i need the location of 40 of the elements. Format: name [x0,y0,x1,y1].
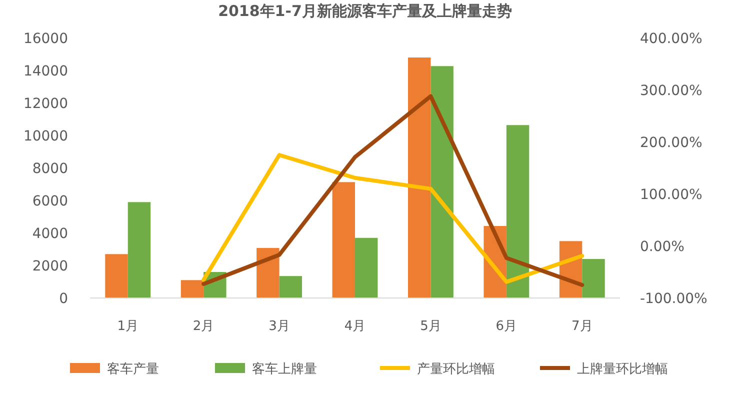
y-tick-label: 4000 [32,226,68,242]
legend-label: 客车产量 [107,361,159,377]
y-tick-label: 2000 [32,258,68,274]
y-tick-label: 12000 [23,96,68,112]
x-tick-label: 3月 [268,319,290,334]
legend-label: 客车上牌量 [252,361,317,377]
bar [430,66,454,298]
bar [355,238,378,298]
bar [180,280,204,298]
y-tick-label: 6000 [32,194,68,210]
bar [582,259,605,298]
y-tick-label: 10000 [23,128,68,144]
x-tick-label: 5月 [420,319,442,334]
bar [256,248,280,298]
legend-label: 产量环比增幅 [417,362,495,377]
chart-title: 2018年1-7月新能源客车产量及上牌量走势 [218,2,512,20]
bar [105,254,128,298]
y2-tick-label: 400.00% [640,31,702,47]
legend-label: 上牌量环比增幅 [577,362,668,377]
bar [408,58,431,298]
y-tick-label: 16000 [23,31,68,47]
x-tick-label: 1月 [117,319,138,334]
y2-tick-label: 0.00% [640,239,684,255]
bar [506,125,530,298]
line-series [202,153,584,284]
x-tick-label: 6月 [496,319,518,334]
bar [279,276,302,298]
y2-tick-label: 100.00% [640,187,702,203]
line-series [202,94,584,287]
x-tick-label: 4月 [344,319,366,334]
bar [332,182,355,298]
x-tick-label: 2月 [192,319,214,334]
y-tick-label: 8000 [32,161,68,177]
y-tick-label: 14000 [23,64,68,80]
y2-tick-label: 200.00% [640,135,702,151]
x-tick-label: 7月 [572,319,593,334]
y2-tick-label: 300.00% [640,83,702,99]
y2-tick-label: -100.00% [640,291,708,307]
y-tick-label: 0 [59,291,68,307]
bar [128,202,151,298]
